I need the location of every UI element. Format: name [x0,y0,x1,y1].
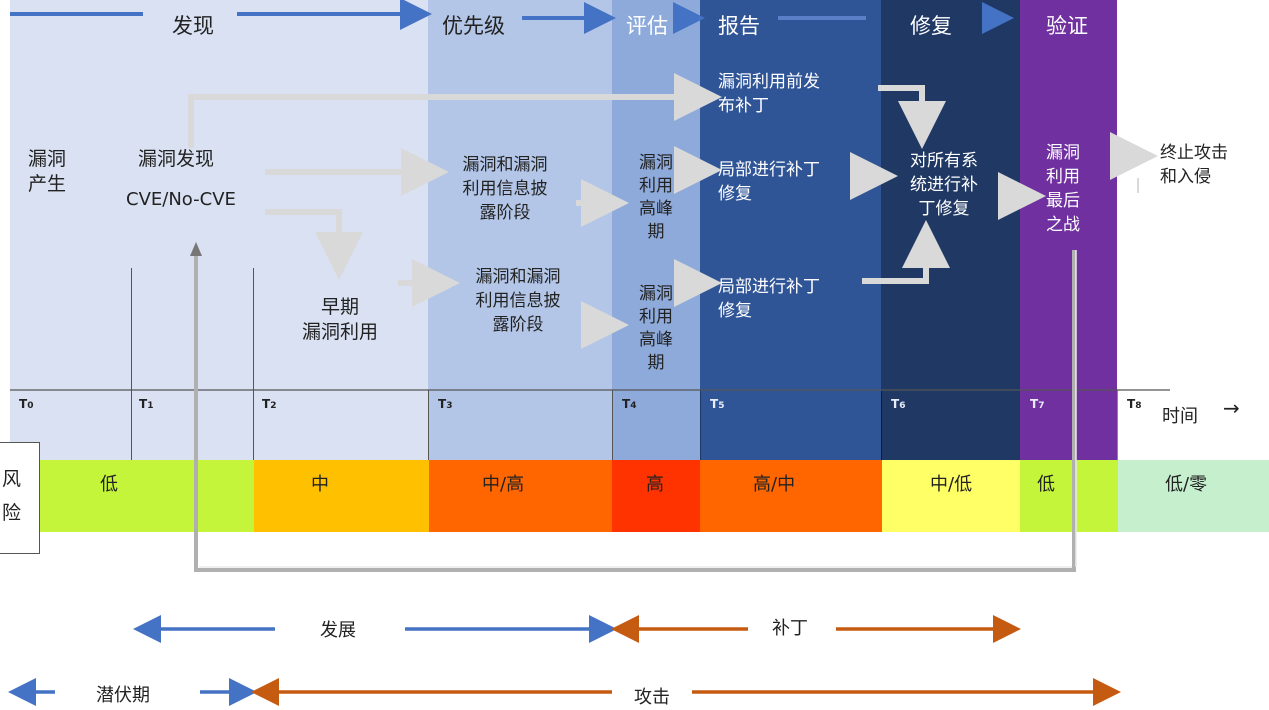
risk-cell-medium-high [429,460,612,532]
risk-cell-low-2 [1020,460,1118,532]
flow-arrows [188,73,1158,349]
divider-t2 [253,268,254,460]
risk-label-high-medium: 高/中 [753,474,796,495]
node-disclosure-1: 漏洞和漏洞 利用信息披 露阶段 [462,155,548,223]
risk-cell-low-zero [1118,460,1269,532]
node-peak-2: 漏洞 利用 高峰 期 [639,284,673,373]
node-full-patch: 对所有系 统进行补 丁修复 [910,151,978,219]
feedback-loop [194,250,1076,572]
risk-cell-medium-low [882,460,1020,532]
node-vuln-discovery: 漏洞发现 [138,148,215,170]
node-vuln-birth: 漏洞 产生 [28,148,67,195]
phase-priority-bg [428,0,612,460]
risk-label: 风 险 [2,468,22,524]
risk-label-high: 高 [646,474,664,495]
node-peak-1: 漏洞 利用 高峰 期 [639,153,673,242]
divider-t1 [131,268,132,460]
risk-label-low-1: 低 [100,474,118,495]
phase-flow-arrows [10,0,1014,34]
phase-discovery-bg [10,0,428,460]
time-axis-label: 时间 [1162,406,1198,427]
tick-t6: T6 [891,397,906,411]
divider-t4 [612,390,613,460]
risk-cell-high-medium [700,460,882,532]
tick-t2: T2 [262,397,277,411]
tick-t5: T5 [710,397,725,411]
phase-label-discovery: 发现 [172,14,214,38]
node-pre-patch: 漏洞利用前发 布补丁 [718,72,820,116]
risk-label-low-zero: 低/零 [1165,474,1208,495]
phase-label-assess: 评估 [626,14,668,38]
risk-cell-medium [254,460,429,532]
node-partial-patch-1: 局部进行补丁 修复 [718,160,820,204]
risk-label-box [0,442,40,554]
tick-t7: T7 [1030,397,1045,411]
node-cve: CVE/No-CVE [126,189,236,210]
phase-label-fix: 修复 [910,14,952,38]
legend-patch: 补丁 [772,618,808,639]
risk-label-low-2: 低 [1037,474,1055,495]
tick-t3: T3 [438,397,453,411]
legend-attack: 攻击 [634,687,670,708]
divider-t8 [1117,390,1118,460]
risk-label-medium: 中 [311,474,329,495]
time-arrow-icon: → [1223,396,1240,420]
phase-label-priority: 优先级 [442,14,505,38]
risk-cell-low-1 [40,460,254,532]
tick-t8: T8 [1127,397,1142,411]
phase-verify-bg [1020,0,1117,460]
risk-cell-high [612,460,700,532]
phase-label-verify: 验证 [1046,14,1088,38]
tick-t4: T4 [622,397,637,411]
phase-report-bg [700,0,881,460]
divider-t6 [881,390,882,460]
divider-t5 [700,390,701,460]
divider-t3 [428,390,429,460]
node-early-exploit: 早期 漏洞利用 [301,296,378,343]
node-last-stand: 漏洞 利用 最后 之战 [1046,143,1080,235]
node-end-attack: 终止攻击 和入侵 [1160,143,1228,187]
tick-t1: T1 [139,397,154,411]
risk-label-medium-high: 中/高 [482,474,525,495]
legend-incubation: 潜伏期 [96,685,150,706]
legend-development: 发展 [320,620,356,641]
node-disclosure-2: 漏洞和漏洞 利用信息披 露阶段 [475,267,561,335]
phase-label-report: 报告 [718,14,760,38]
legend-arrows [8,615,1121,706]
risk-label-medium-low: 中/低 [930,474,973,495]
node-partial-patch-2: 局部进行补丁 修复 [718,277,820,321]
tick-t0: T0 [19,397,34,411]
